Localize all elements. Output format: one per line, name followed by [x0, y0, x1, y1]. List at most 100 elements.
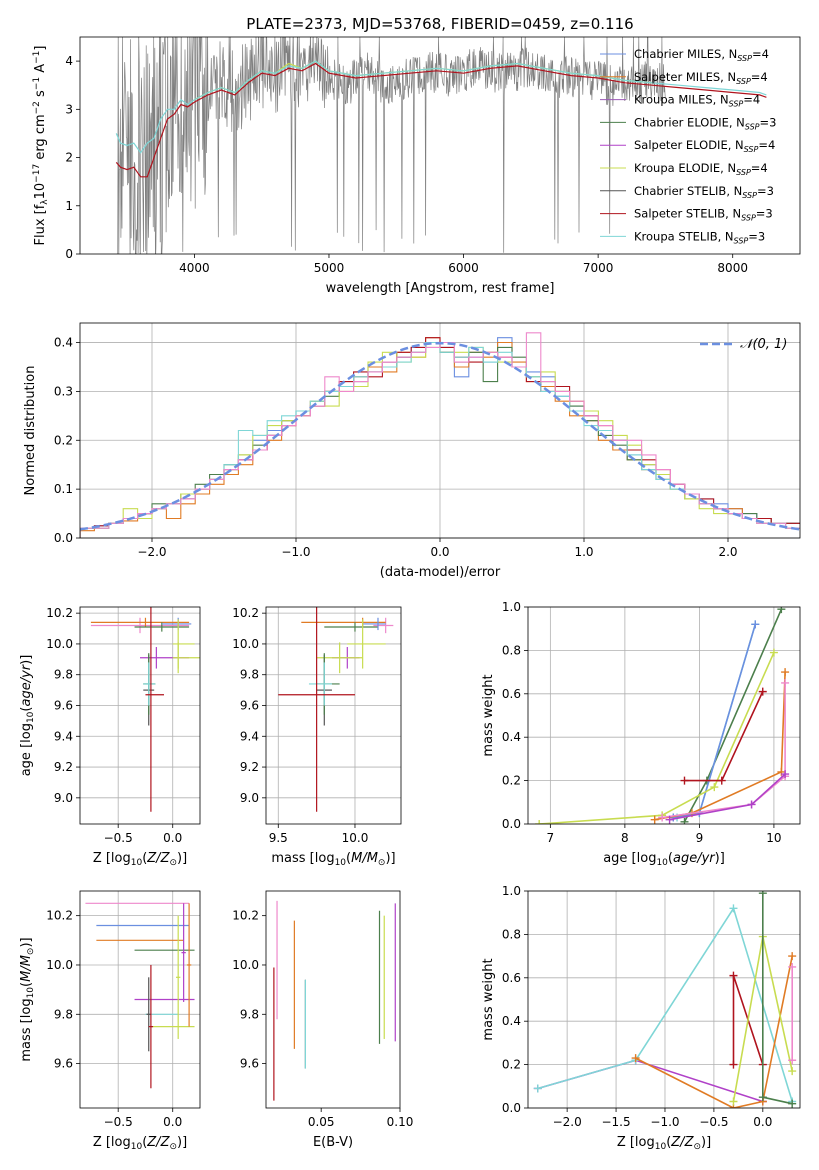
x-tick-label: 2.0 — [718, 545, 737, 559]
y-tick-label: 10.2 — [232, 606, 259, 620]
mass-weight-point — [729, 971, 738, 980]
mass-weight-point — [729, 1060, 738, 1069]
plot-area — [273, 900, 396, 1101]
panel-residual-histogram: −2.0 −1.0 0.0 1.0 2.0 0.0 0.1 0.2 0.3 0.4 (data-mo… — [23, 322, 801, 580]
y-tick-label: 0.0 — [502, 817, 521, 831]
y-tick-label: 3 — [65, 102, 73, 116]
observed-spectrum-line — [117, 37, 666, 254]
legend-entry: Kroupa STELIB, NSSP=3 — [634, 229, 765, 245]
x-tick-label: 0.0 — [163, 1115, 182, 1129]
legend-entry: Chabrier ELODIE, NSSP=3 — [634, 115, 776, 131]
mass-weight-point — [717, 776, 726, 785]
panel-age-vs-z: −0.5 0.0 9.0 9.2 9.4 9.6 9.8 10.0 10.2 Z [log10(Z… — [19, 606, 201, 868]
legend-entry: Salpeter ELODIE, NSSP=4 — [634, 138, 775, 154]
errorbar-point — [301, 617, 386, 628]
y-tick-label: 1.0 — [502, 884, 521, 898]
y-axis-label: mass [log10(M/M⊙)] — [19, 937, 36, 1061]
mass-weight-point — [729, 904, 738, 913]
x-axis-label: E(B-V) — [313, 1135, 353, 1150]
x-axis-label: mass [log10(M/M⊙)] — [271, 851, 395, 868]
x-tick-label: −0.5 — [104, 831, 133, 845]
y-tick-label: 9.0 — [54, 791, 73, 805]
plot-area — [85, 902, 195, 1089]
y-tick-label: 10.0 — [46, 958, 73, 972]
mass-weight-point — [777, 607, 786, 614]
plot-area — [115, 37, 767, 254]
y-tick-label: 1 — [65, 199, 73, 213]
mass-weight-point — [533, 1084, 542, 1093]
x-tick-label: 10.0 — [342, 831, 369, 845]
x-tick-label: −2.0 — [137, 545, 166, 559]
histogram-step-series — [80, 332, 800, 538]
errorbar-point — [143, 662, 156, 706]
x-axis-label: wavelength [Angstrom, rest frame] — [326, 281, 555, 296]
x-axis-label: age [log10(age/yr)] — [603, 851, 725, 868]
axes-frame — [79, 322, 801, 539]
mass-weight-point — [729, 1097, 738, 1106]
legend-entry: Salpeter MILES, NSSP=4 — [634, 70, 768, 86]
errorbar-point — [186, 903, 192, 1027]
plot-area — [278, 607, 394, 812]
mass-weight-point — [769, 648, 778, 657]
y-tick-label: 9.6 — [54, 1057, 73, 1071]
legend-entry: Chabrier MILES, NSSP=4 — [634, 47, 769, 63]
mass-weight-point — [650, 815, 659, 824]
y-tick-label: 9.2 — [54, 760, 73, 774]
x-tick-label: 9 — [696, 831, 704, 845]
mass-weight-point — [781, 678, 790, 687]
x-tick-label: 5000 — [314, 261, 345, 275]
legend-entry: Kroupa ELODIE, NSSP=4 — [634, 161, 768, 177]
y-tick-label: 10.0 — [46, 637, 73, 651]
legend-entry: Chabrier STELIB, NSSP=3 — [634, 184, 774, 200]
legend-entry: Kroupa MILES, NSSP=4 — [634, 93, 760, 109]
x-tick-label: 6000 — [448, 261, 479, 275]
errorbar-point — [308, 662, 332, 706]
x-axis-label: (data-model)/error — [380, 565, 501, 580]
x-tick-label: 0.05 — [308, 1115, 335, 1129]
mass-weight-point — [788, 962, 797, 971]
x-tick-label: −0.5 — [104, 1115, 133, 1129]
legend-entry: Salpeter STELIB, NSSP=3 — [634, 207, 773, 223]
y-tick-label: 0.1 — [54, 482, 73, 496]
x-tick-label: 10 — [766, 831, 781, 845]
x-tick-label: −1.0 — [650, 1115, 679, 1129]
axes-frame — [79, 36, 801, 255]
x-tick-label: 0.0 — [753, 1115, 772, 1129]
x-tick-label: −1.0 — [281, 545, 310, 559]
axes-frame — [265, 606, 402, 825]
errorbar-point — [146, 977, 151, 1052]
y-tick-label: 2 — [65, 151, 73, 165]
x-axis-label: Z [log10(Z/Z⊙)] — [617, 1135, 711, 1152]
y-tick-label: 0.3 — [54, 384, 73, 398]
y-tick-label: 0.0 — [54, 531, 73, 545]
x-tick-label: 8 — [621, 831, 629, 845]
y-tick-label: 0.8 — [502, 643, 521, 657]
y-tick-label: 0.4 — [502, 1014, 521, 1028]
y-tick-label: 10.0 — [232, 958, 259, 972]
y-tick-label: 9.2 — [240, 760, 259, 774]
plot-area — [80, 332, 800, 538]
axes-frame — [79, 890, 201, 1109]
errorbar-point — [161, 617, 192, 631]
mass-weight-point — [781, 668, 790, 677]
mass-weight-point — [788, 1099, 797, 1108]
y-axis-label: mass weight — [481, 674, 496, 756]
mass-weight-point — [758, 687, 767, 696]
errorbar-point — [278, 607, 355, 812]
x-tick-label: 0.0 — [163, 831, 182, 845]
axes-frame — [79, 606, 201, 825]
y-tick-label: 10.2 — [46, 606, 73, 620]
x-tick-label: 4000 — [179, 261, 210, 275]
mass-weight-point — [535, 820, 544, 824]
mass-weight-point — [658, 813, 667, 822]
mass-weight-point — [710, 783, 719, 792]
mass-weight-point — [788, 1067, 797, 1076]
plot-area — [535, 607, 790, 824]
errorbar-point — [373, 617, 394, 634]
mass-weight-point — [631, 1054, 640, 1063]
y-tick-label: 0.6 — [502, 687, 521, 701]
y-tick-label: 9.6 — [240, 1057, 259, 1071]
mass-weight-series-line — [661, 683, 786, 819]
y-tick-label: 0.2 — [502, 1058, 521, 1072]
